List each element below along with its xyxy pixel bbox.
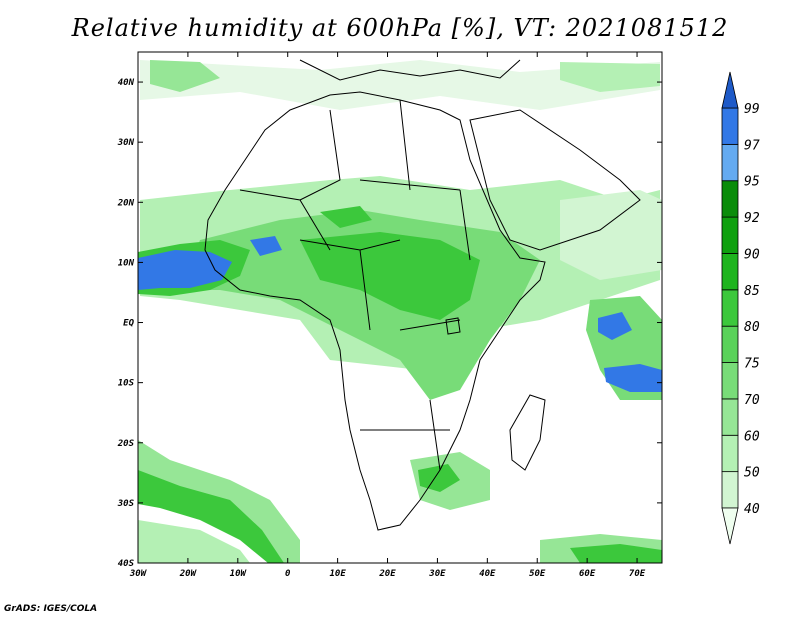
colorbar-box bbox=[721, 216, 739, 254]
humid-region-med-east bbox=[560, 62, 660, 92]
lat-tick-label: 30N bbox=[117, 138, 135, 148]
coastlines bbox=[204, 59, 641, 531]
lat-tick-label: 20S bbox=[117, 439, 135, 449]
humid-region-west-africa-sat2 bbox=[250, 236, 282, 256]
humidity-field bbox=[138, 60, 662, 563]
colorbar-bottom-arrow bbox=[721, 507, 739, 545]
humid-region-sahel-core bbox=[320, 206, 372, 228]
colorbar-label: 60 bbox=[744, 429, 760, 444]
colorbar-label: 92 bbox=[744, 211, 760, 226]
colorbar: 40 50 60 70 75 80 85 90 92 95 97 99 bbox=[721, 71, 760, 545]
colorbar-box bbox=[721, 434, 739, 473]
humid-region-south-africa-core bbox=[418, 464, 460, 492]
lon-tick-label: 40E bbox=[479, 569, 496, 579]
colorbar-box bbox=[721, 143, 739, 182]
colorbar-box bbox=[721, 253, 739, 291]
colorbar-box bbox=[721, 398, 739, 436]
colorbar-box bbox=[721, 180, 739, 218]
arabia-coastline bbox=[469, 109, 641, 251]
humid-region-east-ocean bbox=[560, 190, 662, 280]
lon-tick-label: 20W bbox=[179, 569, 198, 579]
lat-tick-label: EQ bbox=[123, 319, 134, 329]
lat-tick-label: 10N bbox=[118, 258, 135, 268]
colorbar-box bbox=[721, 289, 739, 327]
humid-region-central-core bbox=[300, 232, 480, 320]
humid-region-sw-atlantic-core bbox=[138, 470, 284, 563]
colorbar-label: 90 bbox=[744, 247, 760, 262]
country-borders bbox=[239, 99, 471, 471]
lon-tick-label: 60E bbox=[579, 569, 596, 579]
humid-region-indian-ocean-sat1 bbox=[598, 312, 632, 340]
colorbar-box bbox=[721, 325, 739, 363]
lon-tick-label: 10W bbox=[230, 569, 248, 579]
humid-region-north bbox=[140, 60, 660, 110]
humid-region-indian-ocean-sat2 bbox=[604, 364, 662, 392]
colorbar-box bbox=[721, 107, 739, 145]
credit-text: GrADS: IGES/COLA bbox=[4, 604, 98, 614]
africa-coastline bbox=[204, 91, 546, 531]
lon-tick-label: 20E bbox=[378, 569, 396, 579]
map-title: Relative humidity at 600hPa [%], VT: 202… bbox=[71, 14, 729, 42]
colorbar-label: 80 bbox=[744, 320, 760, 335]
humid-region-med bbox=[150, 60, 220, 92]
lat-tick-label: 40N bbox=[118, 78, 135, 88]
colorbar-box bbox=[721, 471, 739, 509]
lon-tick-label: 10E bbox=[329, 569, 346, 579]
colorbar-label: 99 bbox=[744, 102, 760, 117]
humid-region-west-africa-sat bbox=[138, 250, 232, 290]
lat-axis: 40N 30N 20N 10N EQ 10S 20S 30S 40S bbox=[117, 78, 662, 569]
colorbar-label: 97 bbox=[744, 138, 760, 153]
colorbar-label: 40 bbox=[744, 502, 760, 517]
colorbar-label: 85 bbox=[744, 284, 760, 299]
lon-tick-label: 30E bbox=[428, 569, 446, 579]
colorbar-top-arrow bbox=[721, 71, 739, 109]
lon-tick-label: 30W bbox=[129, 569, 148, 579]
madagascar-coastline bbox=[509, 394, 546, 471]
lat-tick-label: 40S bbox=[118, 559, 135, 569]
map-frame bbox=[137, 51, 663, 564]
lat-tick-label: 10S bbox=[118, 379, 135, 389]
colorbar-label: 75 bbox=[744, 357, 760, 372]
lon-tick-label: 0 bbox=[285, 569, 291, 579]
lon-tick-label: 70E bbox=[629, 569, 646, 579]
lon-tick-label: 50E bbox=[529, 569, 546, 579]
colorbar-label: 95 bbox=[744, 175, 760, 190]
lat-tick-label: 20N bbox=[117, 198, 135, 208]
lake-victoria bbox=[445, 317, 461, 335]
colorbar-label: 50 bbox=[744, 466, 760, 481]
lon-axis: 30W 20W 10W 0 10E 20E 30E 40E 50E 60E 70E bbox=[129, 52, 646, 579]
colorbar-label: 70 bbox=[744, 393, 760, 408]
lat-tick-label: 30S bbox=[117, 499, 135, 509]
humid-region-sw-atlantic-south bbox=[138, 520, 250, 563]
colorbar-box bbox=[721, 362, 739, 400]
europe-coastline bbox=[299, 59, 521, 81]
humid-region-se-indian-core bbox=[570, 544, 662, 563]
